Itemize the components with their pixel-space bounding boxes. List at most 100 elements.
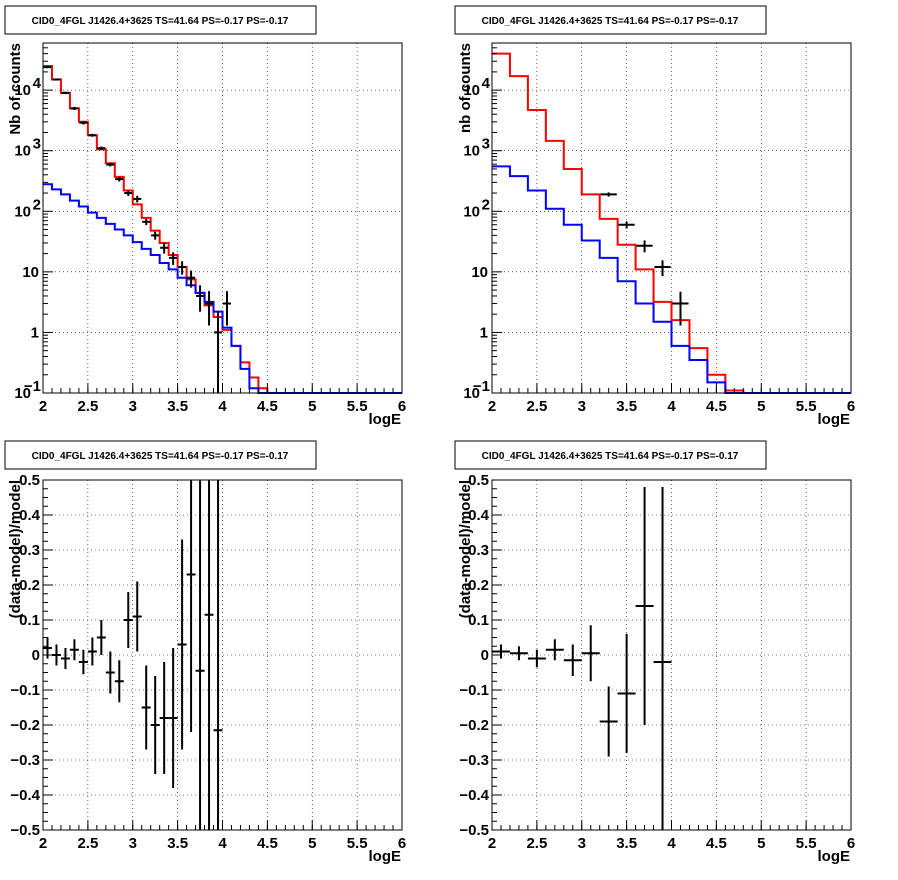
y-tick-exponent: 2 bbox=[482, 196, 490, 213]
axis-ticks: 2 2.5 3 3.5 4 4.5 5 5.5 6 −0.5 −0.4 −0.3 −0.2 −0.1 0 0.… bbox=[459, 472, 855, 852]
y-tick-label: 0.3 bbox=[468, 542, 489, 559]
data-point bbox=[88, 133, 97, 137]
data-point bbox=[636, 240, 653, 253]
y-tick-label: 0 bbox=[481, 647, 489, 664]
y-tick-label: 1 bbox=[31, 324, 39, 341]
x-tick-label: 3.5 bbox=[616, 398, 637, 415]
residual-point bbox=[87, 637, 97, 666]
chart-title: CID0_4FGL J1426.4+3625 TS=41.64 PS=-0.17… bbox=[32, 451, 289, 462]
residual-point bbox=[509, 646, 528, 661]
y-tick-exponent: 3 bbox=[33, 136, 41, 153]
residual-point bbox=[527, 649, 546, 668]
data-point bbox=[600, 192, 617, 197]
y-tick-exponent: −1 bbox=[24, 378, 41, 395]
y-tick-label: 10 bbox=[22, 264, 39, 281]
y-tick-label: 0.4 bbox=[19, 507, 41, 524]
title-box bbox=[454, 440, 767, 470]
y-tick-label: −0.5 bbox=[459, 822, 489, 839]
plot-area bbox=[492, 487, 672, 830]
residual-point bbox=[617, 634, 636, 753]
data-point bbox=[204, 291, 214, 326]
x-tick-label: 3 bbox=[129, 398, 137, 415]
y-tick-label: 10 bbox=[14, 143, 31, 160]
x-tick-label: 6 bbox=[398, 835, 406, 852]
data-point bbox=[222, 291, 232, 326]
residual-point bbox=[141, 665, 151, 750]
y-tick-exponent: 2 bbox=[33, 196, 41, 213]
y-tick-label: 10 bbox=[14, 385, 31, 402]
y-axis-label: nb of counts bbox=[457, 43, 474, 133]
y-axis-label: Nb of counts bbox=[7, 43, 24, 135]
residual-point bbox=[150, 676, 160, 774]
residual-point bbox=[563, 644, 582, 676]
data-point bbox=[97, 146, 106, 150]
data-point bbox=[142, 218, 151, 226]
residual-point bbox=[545, 639, 564, 661]
data-point bbox=[115, 176, 124, 182]
x-tick-label: 5 bbox=[757, 835, 765, 852]
x-tick-label: 5.5 bbox=[796, 398, 817, 415]
x-tick-label: 3 bbox=[578, 398, 586, 415]
y-tick-label: 0.5 bbox=[468, 472, 489, 489]
data-point bbox=[43, 66, 52, 69]
data-point bbox=[169, 252, 178, 265]
x-tick-label: 4 bbox=[218, 835, 227, 852]
data-point bbox=[672, 291, 689, 326]
residual-point bbox=[132, 581, 142, 652]
axis-ticks: 2 2.5 3 3.5 4 4.5 5 5.5 6 −0.5 −0.4 −0.3 −0.2 −0.1 0 0.… bbox=[10, 472, 406, 852]
chart-title: CID0_4FGL J1426.4+3625 TS=41.64 PS=-0.17… bbox=[32, 16, 289, 27]
residual-point bbox=[114, 660, 124, 703]
x-axis-label: logE bbox=[818, 848, 851, 865]
data-point bbox=[187, 270, 196, 288]
residual-point bbox=[635, 487, 654, 725]
residual-point bbox=[492, 644, 510, 659]
residual-point bbox=[213, 480, 223, 830]
x-tick-label: 3.5 bbox=[167, 398, 188, 415]
x-axis-label: logE bbox=[369, 848, 402, 865]
y-tick-label: −0.4 bbox=[459, 787, 489, 804]
y-tick-label: 10 bbox=[14, 82, 31, 99]
spectrum-panel-left: CID0_4FGL J1426.4+3625 TS=41.64 PS=-0.17… bbox=[4, 5, 406, 428]
x-tick-label: 2.5 bbox=[77, 835, 98, 852]
y-tick-exponent: −1 bbox=[473, 378, 490, 395]
residual-point bbox=[581, 625, 600, 682]
data-point bbox=[213, 311, 223, 393]
x-tick-label: 3 bbox=[578, 835, 586, 852]
x-tick-label: 5.5 bbox=[796, 835, 817, 852]
residual-panel-left: CID0_4FGL J1426.4+3625 TS=41.64 PS=-0.17… bbox=[4, 440, 406, 865]
y-tick-label: 0.1 bbox=[19, 612, 40, 629]
x-tick-label: 4 bbox=[667, 398, 676, 415]
title-box bbox=[4, 5, 317, 35]
y-tick-label: 0.5 bbox=[19, 472, 40, 489]
residual-point bbox=[159, 662, 169, 774]
y-tick-label: −0.2 bbox=[459, 717, 489, 734]
y-axis-label: (data-model)/model bbox=[457, 480, 474, 618]
data-point bbox=[106, 162, 115, 167]
y-tick-label: 10 bbox=[463, 143, 480, 160]
x-axis-label: logE bbox=[818, 411, 851, 428]
y-tick-exponent: 4 bbox=[482, 75, 491, 92]
residual-point bbox=[204, 480, 214, 830]
x-tick-label: 6 bbox=[847, 835, 855, 852]
data-point bbox=[124, 190, 133, 196]
y-tick-label: 10 bbox=[471, 264, 488, 281]
x-tick-label: 4.5 bbox=[257, 835, 278, 852]
data-point bbox=[61, 91, 70, 95]
residual-point bbox=[51, 644, 61, 666]
x-tick-label: 2.5 bbox=[526, 835, 547, 852]
x-tick-label: 6 bbox=[847, 398, 855, 415]
spectrum-panel-right: CID0_4FGL J1426.4+3625 TS=41.64 PS=-0.17… bbox=[454, 5, 855, 428]
data-point bbox=[618, 221, 635, 229]
residual-point bbox=[195, 480, 205, 830]
y-tick-label: −0.2 bbox=[10, 717, 40, 734]
x-tick-label: 5.5 bbox=[347, 835, 368, 852]
residual-point bbox=[653, 487, 672, 830]
y-tick-label: 1 bbox=[480, 324, 488, 341]
x-tick-label: 2.5 bbox=[526, 398, 547, 415]
x-tick-label: 4.5 bbox=[706, 835, 727, 852]
data-point bbox=[160, 242, 169, 254]
x-tick-label: 3.5 bbox=[616, 835, 637, 852]
